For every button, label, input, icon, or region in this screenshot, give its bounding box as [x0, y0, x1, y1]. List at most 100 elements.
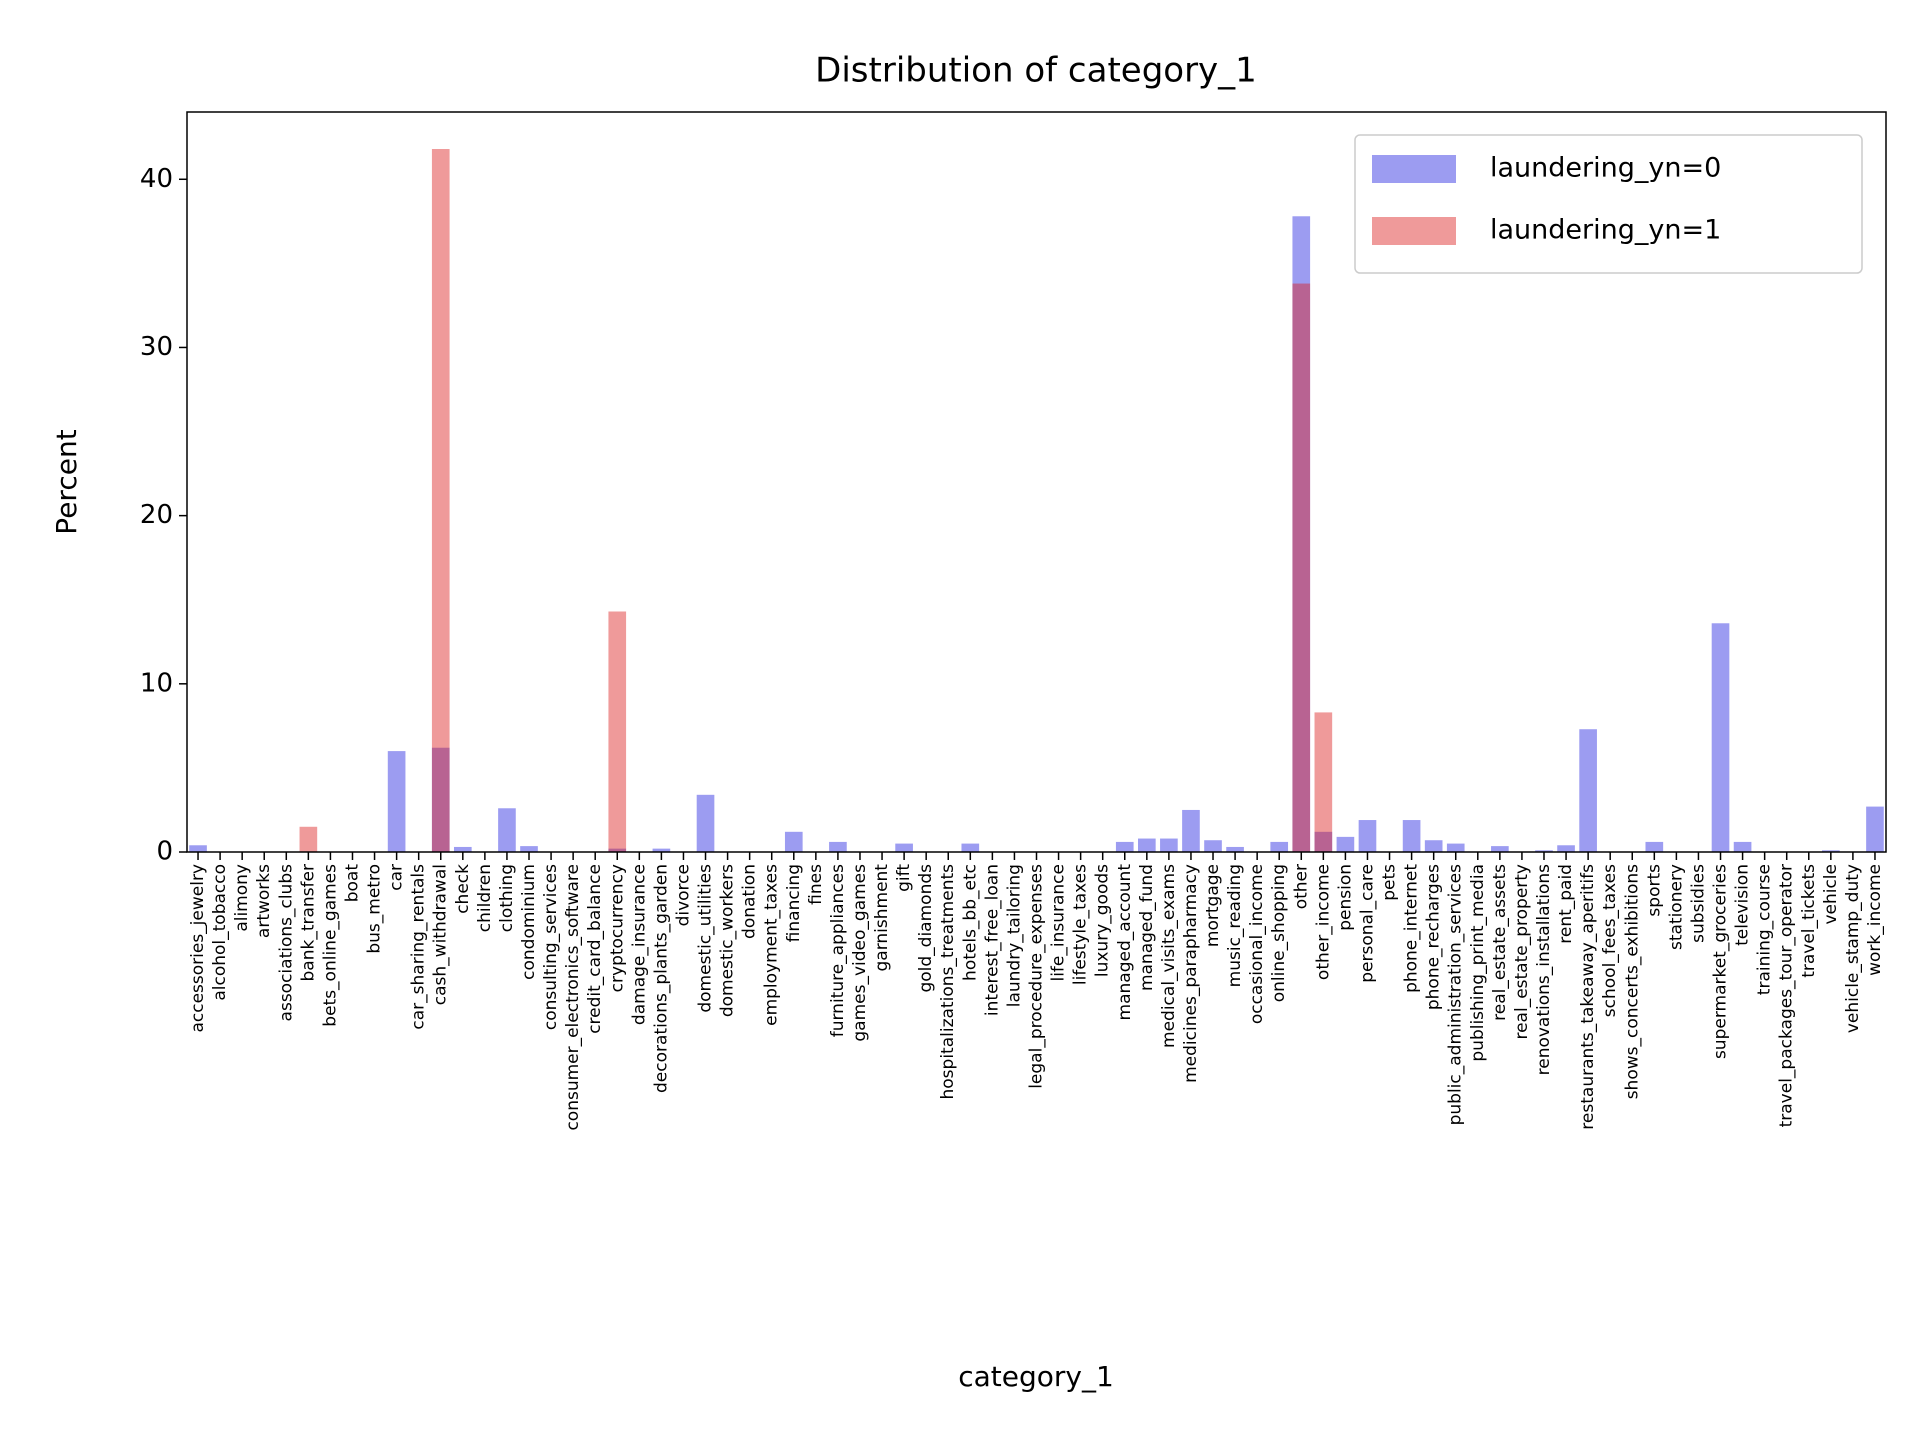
bar	[1204, 840, 1222, 852]
bar	[498, 808, 516, 852]
x-tick-label: vehicle_stamp_duty	[1843, 864, 1863, 1033]
bar	[652, 848, 671, 852]
x-tick-label: check	[453, 864, 473, 914]
bar	[1402, 820, 1421, 852]
x-tick-label: gold_diamonds	[916, 864, 936, 993]
x-tick-label: damage_insurance	[629, 864, 649, 1025]
x-tick-label: credit_card_balance	[585, 864, 605, 1034]
x-tick-label: consulting_services	[541, 864, 561, 1030]
bar	[895, 843, 913, 852]
x-tick-label: decorations_plants_garden	[651, 864, 671, 1093]
x-tick-label: divorce	[673, 864, 693, 926]
x-tick-label: music_reading	[1225, 864, 1245, 987]
x-tick-label: public_administration_services	[1446, 864, 1466, 1126]
x-tick-label: hospitalizations_treatments	[938, 864, 958, 1100]
bar	[189, 845, 207, 852]
x-tick-label: cash_withdrawal	[431, 864, 451, 1005]
x-tick-label: clothing	[497, 864, 517, 932]
x-tick-label: laundry_tailoring	[1004, 864, 1024, 1007]
x-tick-label: supermarket_groceries	[1711, 864, 1731, 1059]
bar	[1579, 729, 1597, 852]
x-tick-label: phone_recharges	[1424, 864, 1444, 1010]
bar	[696, 794, 715, 852]
x-tick-label: training_course	[1755, 864, 1775, 995]
x-tick-label: alcohol_tobacco	[210, 864, 230, 1001]
x-tick-label: life_insurance	[1049, 864, 1069, 982]
x-tick-label: medicines_parapharmacy	[1181, 864, 1201, 1083]
x-tick-label: travel_tickets	[1799, 864, 1819, 978]
bar	[520, 846, 538, 852]
bar	[453, 846, 472, 852]
bar	[1822, 850, 1840, 852]
x-tick-label: work_income	[1865, 864, 1885, 976]
x-tick-label: occasional_income	[1247, 864, 1267, 1024]
bar	[784, 831, 803, 852]
x-tick-label: bank_transfer	[298, 864, 318, 981]
bar	[1733, 841, 1752, 852]
bar	[1226, 846, 1244, 852]
x-tick-label: alimony	[232, 864, 252, 932]
x-tick-label: television	[1733, 864, 1753, 946]
bar	[1424, 840, 1443, 852]
x-tick-label: personal_care	[1357, 864, 1377, 983]
bar	[1535, 850, 1553, 852]
y-tick-label: 20	[140, 500, 173, 530]
legend-label: laundering_yn=0	[1490, 153, 1721, 184]
y-tick-label: 30	[140, 332, 173, 362]
bar	[1446, 843, 1465, 852]
x-tick-label: pets	[1380, 864, 1400, 901]
x-tick-label: real_estate_assets	[1490, 864, 1510, 1021]
x-tick-label: games_video_games	[850, 864, 870, 1042]
legend-box	[1354, 134, 1863, 274]
x-tick-label: subsidies	[1688, 864, 1708, 943]
x-tick-label: boat	[342, 864, 362, 903]
bar	[299, 826, 318, 852]
x-tick-label: other	[1291, 864, 1311, 909]
x-tick-label: associations_clubs	[276, 864, 296, 1022]
bar	[1270, 841, 1289, 852]
chart-title: Distribution of category_1	[815, 51, 1257, 91]
bar	[1358, 820, 1377, 852]
x-tick-label: stationery	[1666, 864, 1686, 950]
x-tick-label: legal_procedure_expenses	[1027, 864, 1047, 1089]
bar	[1314, 712, 1333, 852]
x-tick-label: financing	[784, 864, 804, 942]
bar	[829, 841, 847, 852]
bar	[1292, 283, 1311, 853]
x-tick-label: interest_free_loan	[982, 864, 1002, 1016]
bar	[1314, 831, 1333, 852]
x-tick-label: real_estate_property	[1512, 864, 1532, 1040]
x-tick-label: condominium	[519, 864, 539, 980]
x-tick-label: restaurants_takeaway_aperitifs	[1578, 864, 1598, 1130]
x-tick-label: rent_paid	[1556, 864, 1576, 944]
bar	[608, 848, 627, 852]
plot-frame	[186, 111, 1887, 853]
bar	[961, 843, 980, 852]
y-tick-label: 0	[156, 837, 173, 867]
x-tick-label: artworks	[254, 864, 274, 938]
bar	[1491, 846, 1509, 852]
bar	[431, 149, 450, 852]
x-tick-label: renovations_installations	[1534, 864, 1554, 1076]
bar	[608, 611, 627, 852]
bar	[1137, 838, 1156, 852]
x-tick-label: sports	[1644, 864, 1664, 917]
y-tick-label: 40	[140, 164, 173, 194]
legend-label: laundering_yn=1	[1490, 215, 1721, 246]
x-tick-label: consumer_electronics_software	[563, 864, 583, 1131]
bar	[387, 751, 406, 852]
x-tick-label: publishing_print_media	[1468, 864, 1488, 1062]
x-tick-label: pension	[1335, 864, 1355, 931]
x-tick-label: garnishment	[872, 864, 892, 972]
bar	[431, 747, 450, 852]
x-tick-label: mortgage	[1203, 864, 1223, 947]
bar	[1866, 806, 1884, 852]
x-tick-label: accessories_jewelry	[188, 864, 208, 1033]
x-tick-label: domestic_utilities	[696, 864, 716, 1013]
bar	[1182, 809, 1200, 852]
x-tick-label: online_shopping	[1269, 864, 1289, 1002]
y-axis-label: Percent	[50, 429, 83, 534]
x-tick-label: medical_visits_exams	[1159, 864, 1179, 1048]
x-tick-label: hotels_bb_etc	[960, 864, 980, 981]
